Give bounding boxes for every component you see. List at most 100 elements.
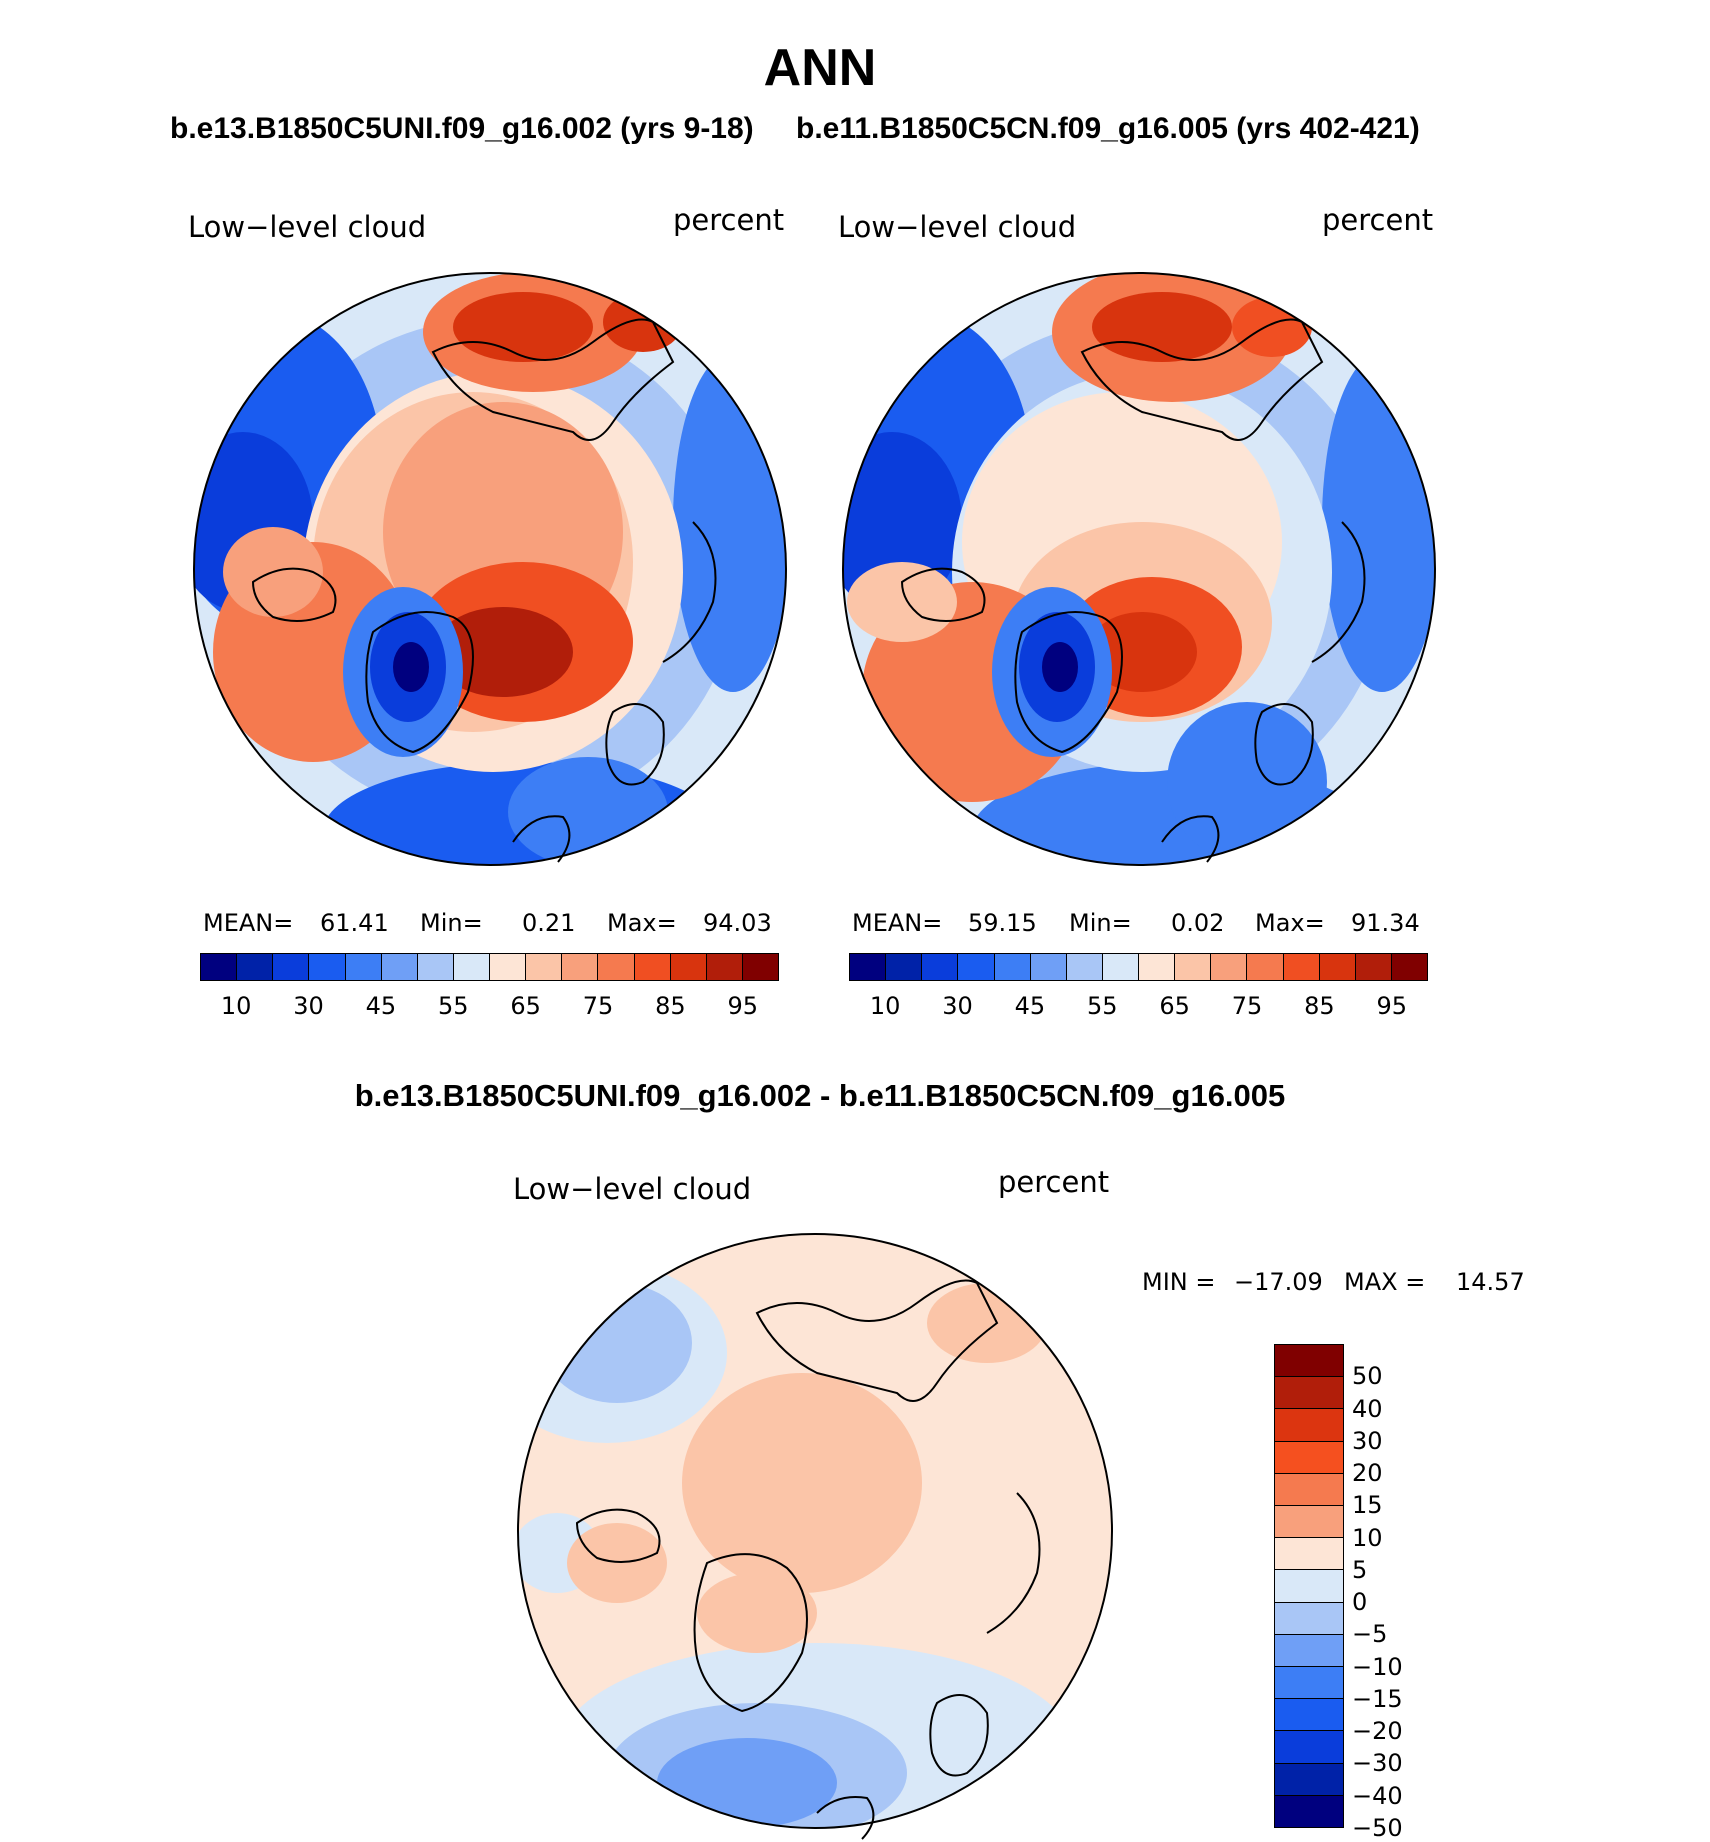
colorbar-tick-label: 65 xyxy=(1159,992,1190,1020)
diff-units-label: percent xyxy=(998,1165,1110,1199)
colorbar-tick-label: 30 xyxy=(293,992,324,1020)
colorbar-swatch xyxy=(1030,954,1067,980)
colorbar-tick-label: 40 xyxy=(1352,1394,1383,1423)
diff-title: b.e13.B1850C5UNI.f09_g16.002 - b.e11.B18… xyxy=(354,1078,1286,1113)
colorbar-swatch xyxy=(1275,1667,1343,1700)
panel-1-max-value: 94.03 xyxy=(703,909,772,937)
colorbar-tick-label: 85 xyxy=(1304,992,1335,1020)
panel-1-units-label: percent xyxy=(673,203,785,237)
diff-variable-label: Low−level cloud xyxy=(513,1172,752,1206)
colorbar-swatch xyxy=(237,954,274,980)
colorbar-tick-label: −50 xyxy=(1352,1814,1403,1842)
diff-polar-map xyxy=(517,1233,1113,1840)
panel-1-colorbar-labels: 10 30 45 55 65 75 85 95 xyxy=(200,992,779,1022)
colorbar-swatch xyxy=(1275,1441,1343,1474)
diff-max-label: MAX = xyxy=(1344,1268,1426,1296)
colorbar-tick-label: 95 xyxy=(727,992,759,1020)
colorbar-swatch xyxy=(381,954,418,980)
colorbar-tick-label: −15 xyxy=(1352,1684,1403,1713)
colorbar-swatch xyxy=(994,954,1031,980)
colorbar-tick-label: 55 xyxy=(438,992,469,1020)
panel-1-min-label: Min= xyxy=(420,909,483,937)
panel-2-max-label: Max= xyxy=(1255,909,1325,937)
panel-1-mean-label: MEAN= xyxy=(203,909,294,937)
colorbar-swatch xyxy=(1275,1731,1343,1764)
colorbar-swatch xyxy=(706,954,743,980)
panel-2-mean-value: 59.15 xyxy=(968,909,1037,937)
colorbar-swatch xyxy=(1275,1409,1343,1442)
colorbar-swatch xyxy=(1355,954,1392,980)
panel-1-variable-label: Low−level cloud xyxy=(188,210,427,244)
colorbar-swatch xyxy=(1275,1473,1343,1507)
panel-2-polar-map xyxy=(842,272,1436,866)
colorbar-swatch xyxy=(1102,954,1139,980)
colorbar-tick-label: 85 xyxy=(655,992,686,1020)
colorbar-swatch xyxy=(1275,1634,1343,1668)
colorbar-tick-label: 30 xyxy=(942,992,973,1020)
panel-1-min-value: 0.21 xyxy=(522,909,576,937)
diff-min-value: −17.09 xyxy=(1234,1268,1323,1296)
colorbar-swatch xyxy=(1211,954,1248,980)
panel-1-case-title: b.e13.B1850C5UNI.f09_g16.002 (yrs 9-18) xyxy=(170,112,754,145)
colorbar-tick-label: −40 xyxy=(1352,1781,1403,1810)
diff-colorbar xyxy=(1274,1344,1344,1828)
colorbar-swatch xyxy=(1275,1699,1343,1732)
colorbar-swatch xyxy=(490,954,527,980)
panel-1-colorbar xyxy=(200,953,779,981)
colorbar-tick-label: 5 xyxy=(1352,1555,1368,1584)
colorbar-swatch xyxy=(417,954,454,980)
panel-2-min-value: 0.02 xyxy=(1171,909,1225,937)
panel-2-colorbar-labels: 10 30 45 55 65 75 85 95 xyxy=(849,992,1428,1022)
colorbar-tick-label: 15 xyxy=(1352,1491,1383,1520)
colorbar-tick-label: −30 xyxy=(1352,1749,1403,1778)
colorbar-tick-label: 30 xyxy=(1352,1426,1383,1455)
colorbar-tick-label: 75 xyxy=(582,992,614,1020)
colorbar-swatch xyxy=(1275,1763,1343,1796)
colorbar-swatch xyxy=(1247,954,1284,980)
diff-colorbar-labels: 50 40 30 20 15 10 5 0 −5 −10 −15 −20 −30 −40 −50 xyxy=(1352,1344,1432,1842)
colorbar-swatch xyxy=(1391,954,1427,980)
colorbar-swatch xyxy=(1139,954,1176,980)
colorbar-swatch xyxy=(1175,954,1212,980)
colorbar-swatch xyxy=(273,954,310,980)
main-title: ANN xyxy=(763,39,877,97)
colorbar-swatch xyxy=(562,954,599,980)
panel-2-min-label: Min= xyxy=(1069,909,1132,937)
colorbar-tick-label: 0 xyxy=(1352,1588,1368,1617)
colorbar-swatch xyxy=(201,954,238,980)
panel-1-max-label: Max= xyxy=(607,909,677,937)
colorbar-tick-label: −20 xyxy=(1352,1717,1403,1746)
colorbar-swatch xyxy=(453,954,490,980)
colorbar-swatch xyxy=(670,954,707,980)
colorbar-swatch xyxy=(850,954,887,980)
diff-min-label: MIN = xyxy=(1142,1268,1216,1296)
colorbar-tick-label: 10 xyxy=(1352,1523,1383,1552)
colorbar-swatch xyxy=(1275,1795,1343,1828)
colorbar-swatch xyxy=(345,954,382,980)
panel-1-polar-map xyxy=(193,272,787,866)
colorbar-swatch xyxy=(742,954,778,980)
colorbar-tick-label: −5 xyxy=(1352,1620,1388,1649)
panel-2-case-title: b.e11.B1850C5CN.f09_g16.005 (yrs 402-421… xyxy=(796,112,1420,145)
diff-max-value: 14.57 xyxy=(1456,1268,1525,1296)
colorbar-swatch xyxy=(1275,1538,1343,1571)
colorbar-tick-label: 45 xyxy=(365,992,397,1020)
panel-2-variable-label: Low−level cloud xyxy=(838,210,1077,244)
panel-2-mean-label: MEAN= xyxy=(852,909,943,937)
colorbar-tick-label: 95 xyxy=(1376,992,1408,1020)
colorbar-tick-label: 10 xyxy=(869,992,901,1020)
colorbar-swatch xyxy=(1275,1602,1343,1635)
colorbar-swatch xyxy=(309,954,346,980)
panel-2-units-label: percent xyxy=(1322,203,1434,237)
colorbar-swatch xyxy=(922,954,959,980)
colorbar-tick-label: −10 xyxy=(1352,1652,1403,1681)
colorbar-swatch xyxy=(1275,1377,1343,1410)
colorbar-tick-label: 45 xyxy=(1014,992,1046,1020)
colorbar-swatch xyxy=(886,954,923,980)
panel-2-colorbar xyxy=(849,953,1428,981)
colorbar-tick-label: 75 xyxy=(1231,992,1263,1020)
colorbar-swatch xyxy=(1283,954,1320,980)
colorbar-swatch xyxy=(1275,1570,1343,1603)
colorbar-tick-label: 50 xyxy=(1352,1362,1383,1391)
colorbar-tick-label: 10 xyxy=(220,992,252,1020)
